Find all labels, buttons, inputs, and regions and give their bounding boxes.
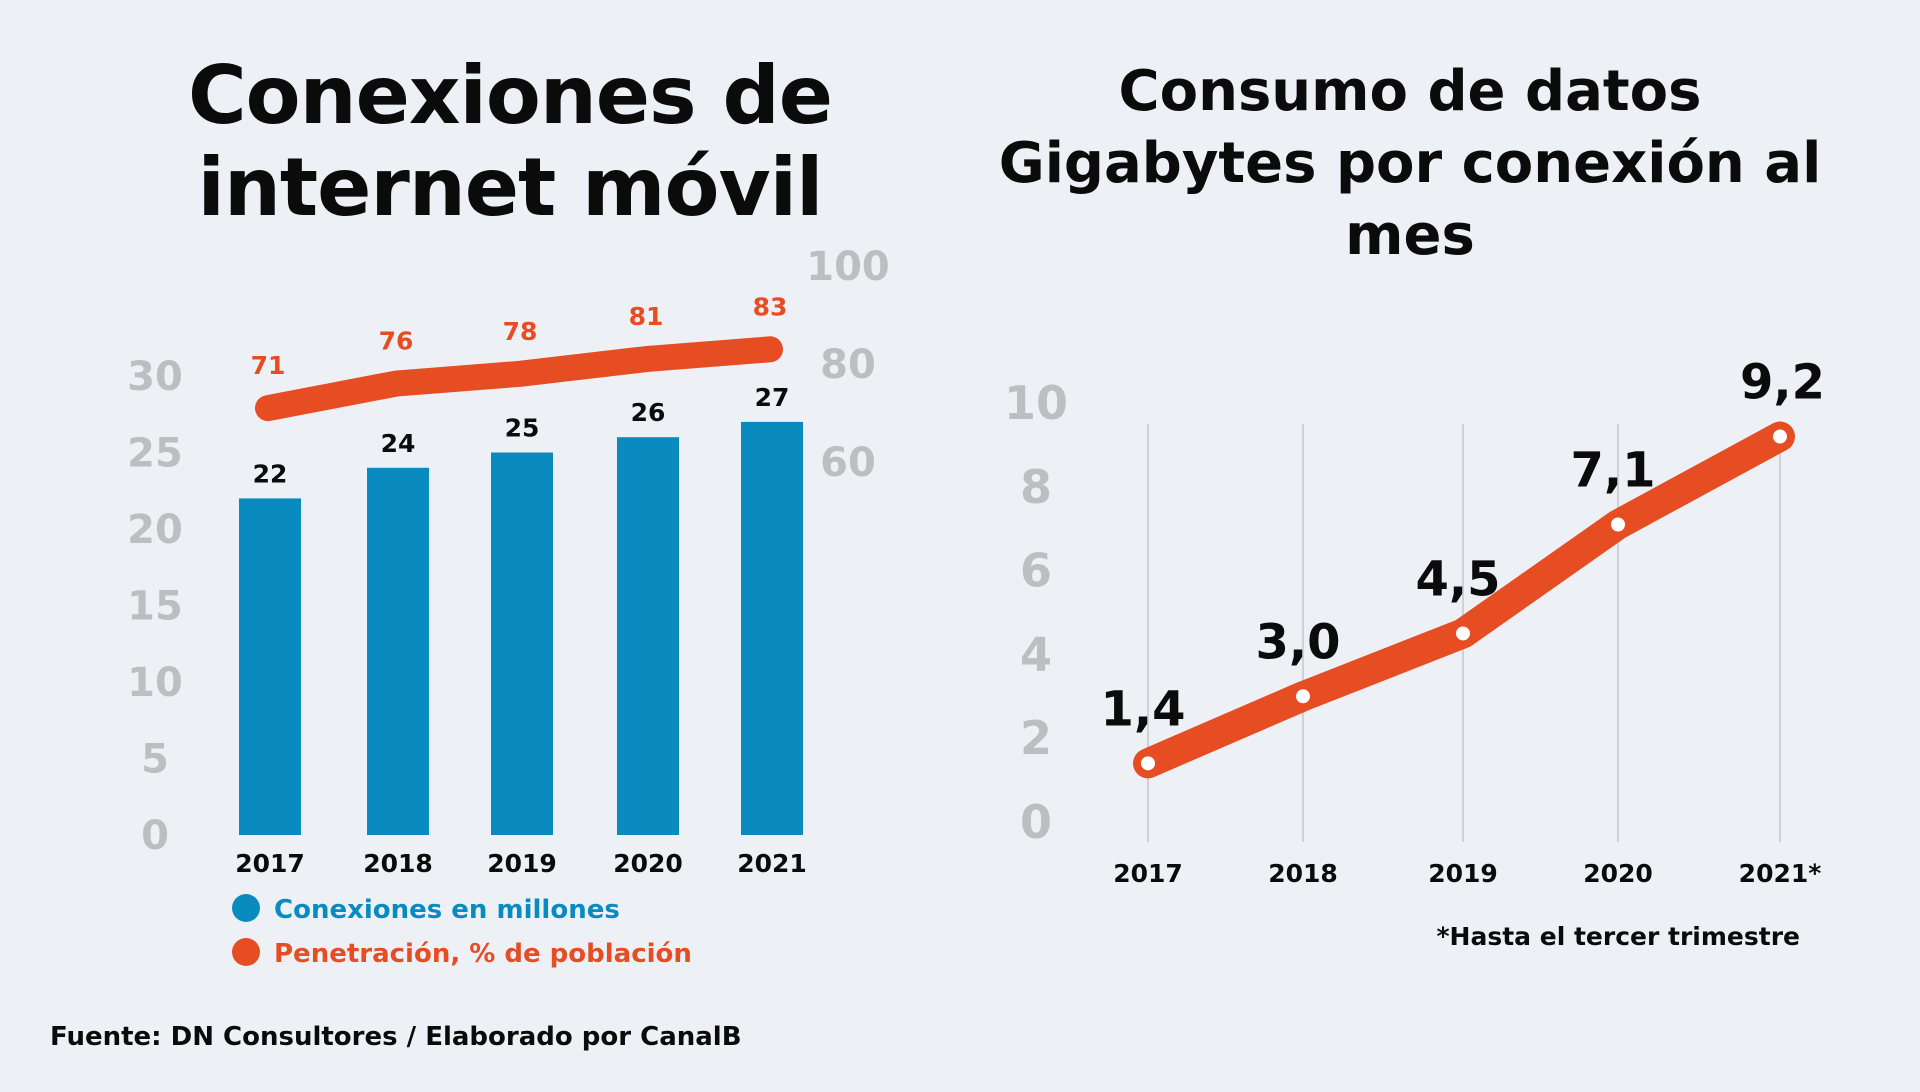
bar-connections bbox=[367, 467, 429, 835]
y-axis-tick-left: 0 bbox=[141, 813, 169, 859]
data-point-value-label: 3,0 bbox=[1255, 614, 1340, 670]
legend-swatch-connections bbox=[232, 893, 260, 922]
legend-swatch-penetration bbox=[232, 937, 260, 966]
y-axis-tick: 10 bbox=[1004, 376, 1068, 430]
x-axis-tick: 2021* bbox=[1739, 859, 1822, 888]
legend-item-connections: Conexiones en millones bbox=[232, 893, 620, 925]
y-axis-tick-left: 25 bbox=[127, 431, 183, 477]
bar-value-label: 27 bbox=[755, 383, 790, 412]
x-axis-tick: 2018 bbox=[1268, 859, 1338, 888]
x-axis-tick-left: 2020 bbox=[613, 849, 683, 878]
penetration-value-label: 83 bbox=[753, 292, 788, 321]
chart-title-connections: Conexiones de internet móvil bbox=[187, 49, 833, 234]
x-axis-tick-left: 2017 bbox=[235, 849, 305, 878]
bar-value-label: 22 bbox=[253, 459, 288, 488]
x-axis-tick: 2019 bbox=[1428, 859, 1498, 888]
bar-connections bbox=[741, 421, 803, 835]
penetration-line bbox=[255, 336, 783, 422]
y-axis-tick-left: 10 bbox=[127, 660, 183, 706]
bar-connections bbox=[617, 437, 679, 835]
legend-label-penetration: Penetración, % de población bbox=[274, 939, 692, 969]
penetration-value-label: 78 bbox=[503, 317, 538, 346]
y-axis-tick: 4 bbox=[1020, 627, 1052, 681]
y-axis-tick-left: 15 bbox=[127, 584, 183, 630]
data-point-marker bbox=[1296, 689, 1310, 704]
bar-value-label: 26 bbox=[631, 398, 666, 427]
y-axis-tick-right: 80 bbox=[820, 342, 876, 388]
penetration-value-label: 81 bbox=[629, 302, 664, 331]
x-axis-tick-left: 2018 bbox=[363, 849, 433, 878]
data-point-value-label: 4,5 bbox=[1415, 551, 1500, 607]
y-axis-tick-right: 60 bbox=[820, 440, 876, 486]
chart-title-data-consumption: Consumo de datos Gigabytes por conexión … bbox=[998, 59, 1822, 268]
y-axis-tick: 2 bbox=[1020, 711, 1052, 765]
penetration-value-label: 76 bbox=[379, 327, 414, 356]
data-point-marker bbox=[1456, 626, 1470, 641]
x-axis-tick-left: 2019 bbox=[487, 849, 557, 878]
data-point-marker bbox=[1611, 517, 1625, 532]
bar-value-label: 24 bbox=[381, 429, 416, 458]
bar-connections bbox=[239, 498, 301, 835]
legend-item-penetration: Penetración, % de población bbox=[232, 937, 692, 969]
source-note: Fuente: DN Consultores / Elaborado por C… bbox=[50, 1022, 742, 1052]
bar-connections bbox=[491, 452, 553, 835]
chart-footnote: *Hasta el tercer trimestre bbox=[1436, 922, 1800, 951]
data-point-marker bbox=[1773, 429, 1787, 444]
y-axis-tick: 6 bbox=[1020, 544, 1052, 598]
data-point-value-label: 9,2 bbox=[1740, 355, 1825, 411]
x-axis-tick: 2020 bbox=[1583, 859, 1653, 888]
y-axis-tick: 8 bbox=[1020, 460, 1052, 514]
y-axis-tick-left: 30 bbox=[127, 354, 183, 400]
x-axis-tick-left: 2021 bbox=[737, 849, 807, 878]
y-axis-tick-right: 100 bbox=[806, 244, 890, 290]
x-axis-tick: 2017 bbox=[1113, 859, 1183, 888]
data-point-marker bbox=[1141, 756, 1155, 771]
y-axis-tick: 0 bbox=[1020, 795, 1052, 849]
bar-value-label: 25 bbox=[505, 414, 540, 443]
legend-label-connections: Conexiones en millones bbox=[274, 895, 620, 925]
penetration-value-label: 71 bbox=[251, 351, 286, 380]
data-point-value-label: 7,1 bbox=[1570, 443, 1655, 499]
y-axis-tick-left: 5 bbox=[141, 737, 169, 783]
data-point-value-label: 1,4 bbox=[1100, 681, 1185, 737]
y-axis-tick-left: 20 bbox=[127, 507, 183, 553]
